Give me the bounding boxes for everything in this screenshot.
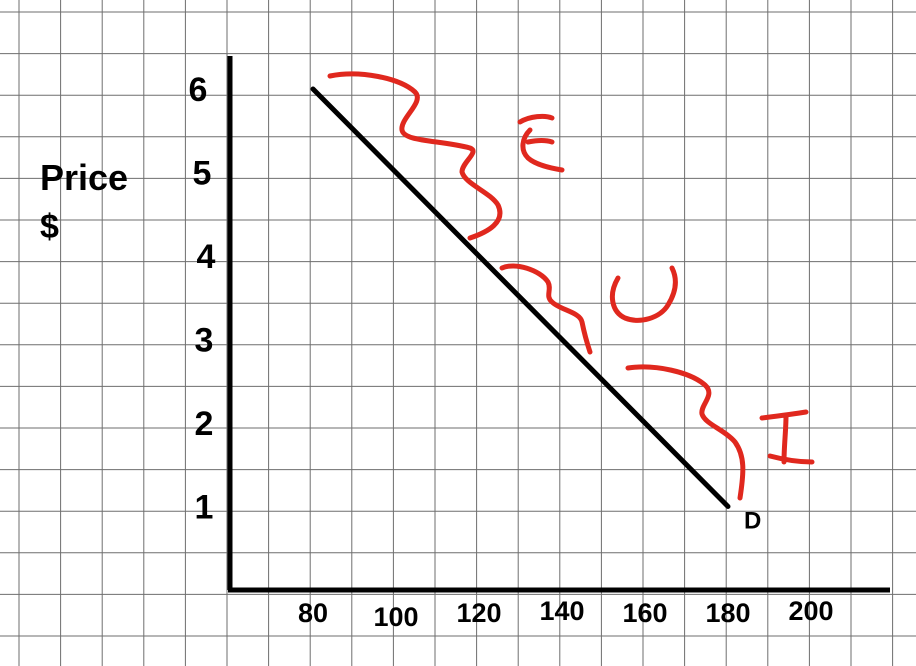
- demand-line: [310, 86, 731, 509]
- x-tick-label: 160: [622, 598, 667, 628]
- scribble-3: [625, 364, 746, 501]
- x-tick-label: 140: [539, 596, 584, 626]
- series-label-d: D: [744, 508, 761, 535]
- x-tick-label: 100: [373, 602, 418, 632]
- y-tick-label: 6: [189, 71, 208, 109]
- letter-e: [517, 113, 565, 173]
- y-tick-label: 4: [197, 238, 216, 276]
- y-tick-label: 1: [195, 489, 214, 527]
- y-axis-label-line-2: $: [40, 208, 59, 246]
- y-tick-label: 3: [195, 322, 214, 360]
- x-tick-label: 120: [456, 598, 501, 628]
- letter-u: [609, 265, 678, 323]
- x-tick-labels: 80 100 120 140 160 180 200: [298, 596, 834, 632]
- y-tick-label: 2: [195, 405, 214, 443]
- letter-i: [759, 409, 815, 465]
- y-axis-label-line-1: Price: [40, 157, 128, 198]
- handwritten-annotations: [327, 71, 815, 501]
- x-tick-label: 200: [788, 596, 833, 626]
- y-tick-label: 5: [193, 155, 212, 193]
- scribble-1: [327, 71, 503, 241]
- y-tick-labels: 1 2 3 4 5 6: [189, 71, 216, 527]
- x-tick-label: 180: [705, 598, 750, 628]
- x-tick-label: 80: [298, 598, 328, 628]
- series-group: D: [310, 86, 761, 535]
- scribble-2: [499, 263, 593, 355]
